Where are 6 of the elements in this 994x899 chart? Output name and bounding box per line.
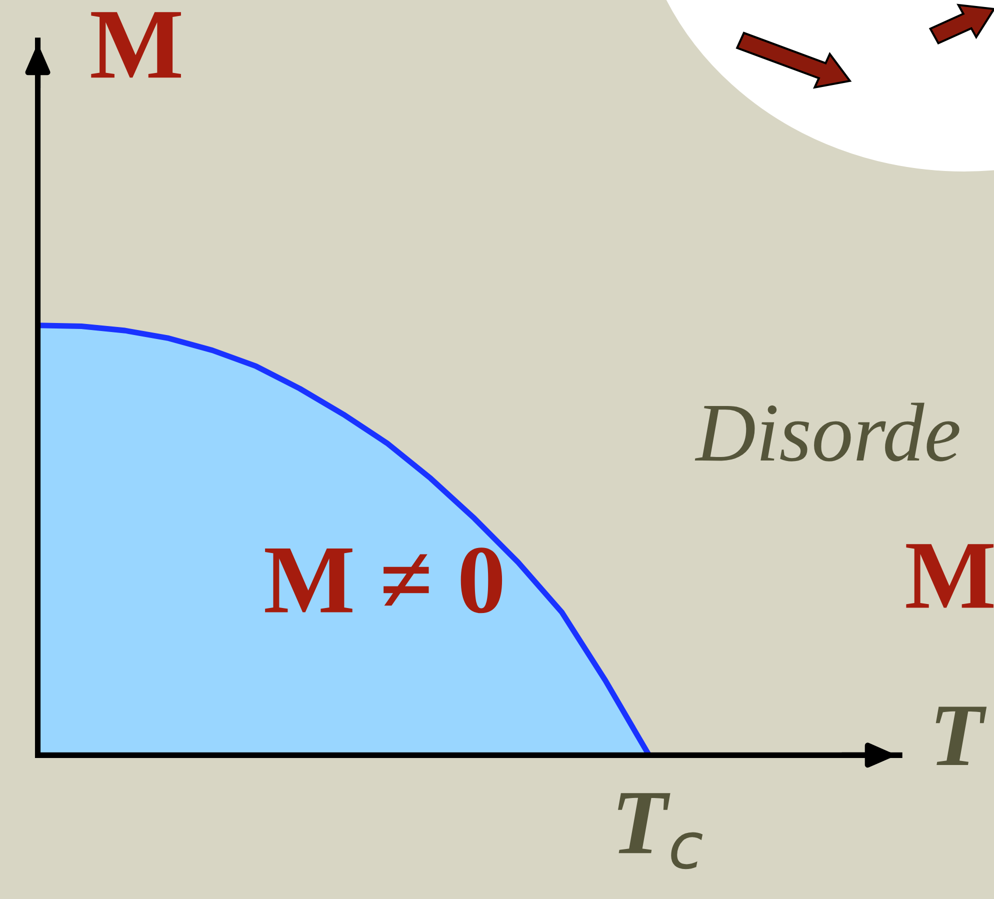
text: Disorde — [694, 402, 960, 462]
text: T$_{c}$ — [618, 793, 703, 870]
annotation: M ≠ 0 — [265, 548, 502, 614]
text: M — [906, 544, 994, 608]
y-axis-title: M — [91, 12, 181, 78]
x-axis-title: T — [936, 706, 987, 765]
